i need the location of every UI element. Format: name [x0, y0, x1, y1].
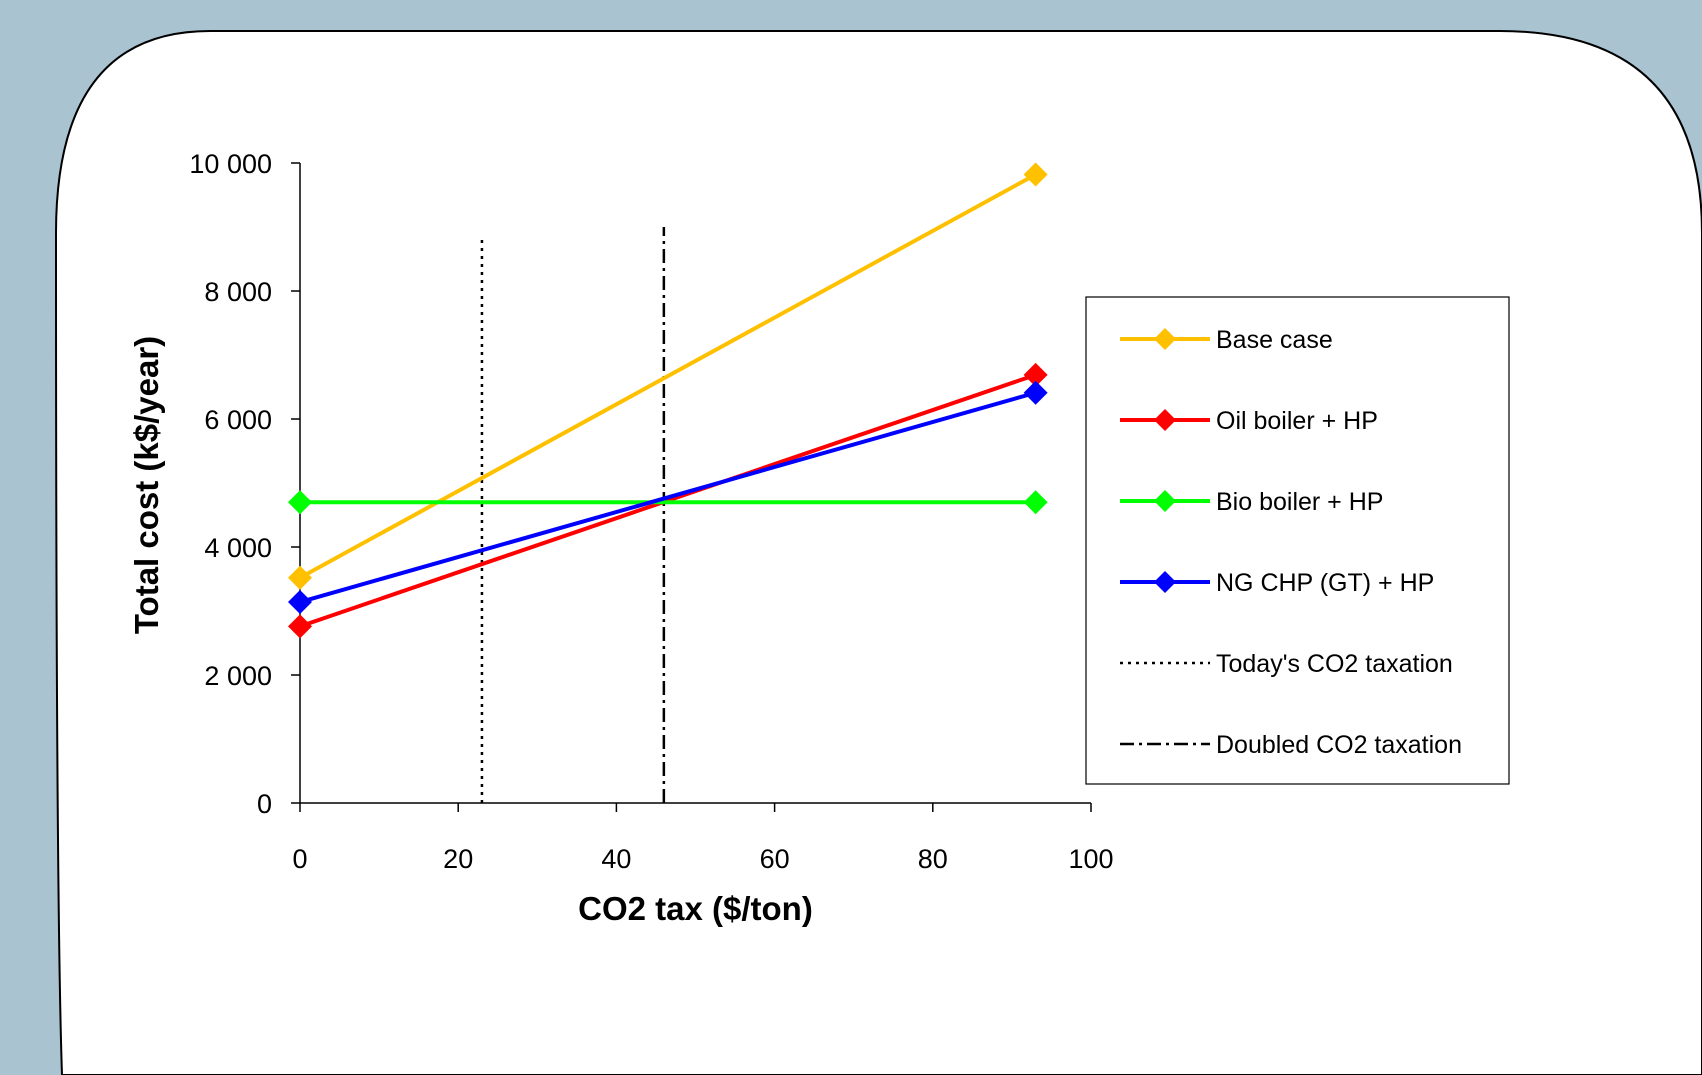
legend-label: Doubled CO2 taxation	[1216, 731, 1462, 759]
legend-swatch-marker	[1154, 409, 1176, 431]
x-tick-label: 20	[443, 844, 473, 874]
legend-label: Bio boiler + HP	[1216, 488, 1383, 516]
legend-swatch-marker	[1154, 571, 1176, 593]
series-line	[299, 390, 1037, 604]
data-point	[288, 565, 312, 590]
x-tick-label: 0	[292, 844, 307, 874]
legend-swatch-marker	[1154, 490, 1176, 512]
x-axis-title: CO2 tax ($/ton)	[578, 890, 813, 927]
legend: Base case Oil boiler + HP Bio boiler + HP N…	[1085, 296, 1510, 785]
y-tick-label: 6 000	[204, 405, 272, 435]
y-tick-label: 0	[257, 789, 272, 819]
legend-label: Today's CO2 taxation	[1216, 650, 1453, 678]
plot-area: 0 2 000 4 000 6 000 8 000 10 000 0 20 40 60 80 100 C…	[128, 149, 1114, 927]
y-tick-label: 2 000	[204, 661, 272, 691]
data-point	[288, 490, 312, 515]
x-tick-label: 100	[1068, 844, 1113, 874]
x-tick-label: 80	[918, 844, 948, 874]
legend-swatch-marker	[1154, 328, 1176, 350]
data-point	[1023, 490, 1048, 515]
legend-label: NG CHP (GT) + HP	[1216, 569, 1434, 597]
series-line	[299, 172, 1037, 580]
legend-label: Oil boiler + HP	[1216, 407, 1378, 435]
legend-label: Base case	[1216, 326, 1333, 354]
data-point	[288, 590, 312, 615]
chart-card	[54, 30, 1702, 1075]
data-point	[1023, 380, 1048, 405]
x-tick-label: 40	[601, 844, 631, 874]
y-tick-label: 4 000	[204, 533, 272, 563]
y-tick-label: 10 000	[189, 149, 272, 179]
x-tick-label: 60	[760, 844, 790, 874]
data-point	[1023, 362, 1048, 387]
data-point	[288, 614, 312, 639]
y-axis-title: Total cost (k$/year)	[128, 336, 165, 634]
y-tick-label: 8 000	[204, 277, 272, 307]
legend-box	[1085, 296, 1510, 785]
data-point	[1023, 162, 1048, 187]
